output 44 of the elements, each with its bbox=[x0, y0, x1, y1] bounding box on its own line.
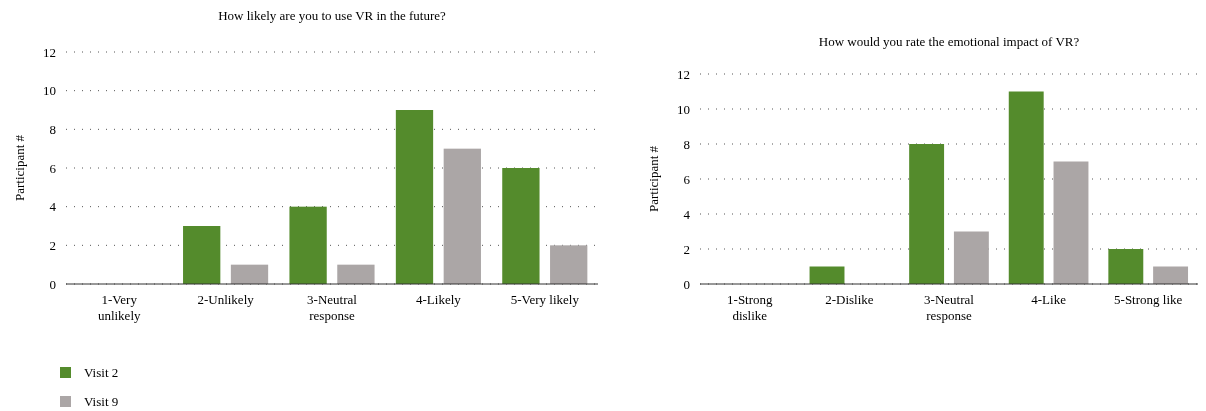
x-tick-label: 1-Strong dislike bbox=[727, 292, 774, 323]
x-tick-label: 2-Dislike bbox=[825, 292, 874, 307]
bar bbox=[1053, 161, 1089, 284]
chart-title: How would you rate the emotional impact of VR? bbox=[818, 34, 1080, 49]
y-tick-label: 6 bbox=[49, 160, 57, 176]
x-tick-label: 1-Very unlikely bbox=[97, 292, 141, 323]
y-tick-label: 8 bbox=[683, 136, 690, 152]
bar bbox=[337, 264, 375, 284]
y-tick-label: 12 bbox=[43, 44, 56, 60]
bar bbox=[1008, 91, 1044, 284]
y-tick-label: 0 bbox=[683, 276, 690, 292]
x-tick-label: 2-Unlikely bbox=[197, 292, 255, 307]
y-axis-title: Participant # bbox=[12, 134, 27, 202]
bar bbox=[395, 110, 434, 284]
bar bbox=[1153, 266, 1189, 284]
y-tick-label: 2 bbox=[49, 237, 56, 253]
bar bbox=[230, 264, 269, 284]
x-tick-label: 5-Strong like bbox=[1114, 292, 1183, 307]
y-tick-label: 4 bbox=[49, 199, 57, 215]
y-axis-title: Participant # bbox=[646, 145, 661, 213]
chart-title: How likely are you to use VR in the future? bbox=[218, 8, 447, 23]
y-tick-label: 0 bbox=[49, 276, 56, 292]
bar bbox=[183, 226, 221, 284]
bar bbox=[502, 168, 540, 284]
bar bbox=[443, 148, 481, 284]
x-tick-label: 5-Very likely bbox=[510, 292, 580, 307]
y-tick-label: 8 bbox=[49, 121, 56, 137]
x-tick-label: 3-Neutral response bbox=[924, 292, 975, 323]
bar bbox=[289, 206, 327, 284]
legend-label: Visit 9 bbox=[84, 394, 119, 409]
y-tick-label: 10 bbox=[677, 101, 690, 117]
y-tick-label: 12 bbox=[677, 66, 690, 82]
bar bbox=[953, 231, 989, 284]
y-tick-label: 4 bbox=[683, 206, 691, 222]
legend-label: Visit 2 bbox=[84, 365, 119, 380]
x-tick-label: 3-Neutral response bbox=[307, 292, 358, 323]
bar bbox=[550, 245, 588, 284]
y-tick-label: 2 bbox=[683, 241, 690, 257]
x-tick-label: 4-Likely bbox=[416, 292, 462, 307]
x-tick-label: 4-Like bbox=[1031, 292, 1067, 307]
y-tick-label: 6 bbox=[683, 171, 691, 187]
y-tick-label: 10 bbox=[43, 83, 56, 99]
bar bbox=[1108, 249, 1144, 284]
bar bbox=[909, 144, 945, 284]
